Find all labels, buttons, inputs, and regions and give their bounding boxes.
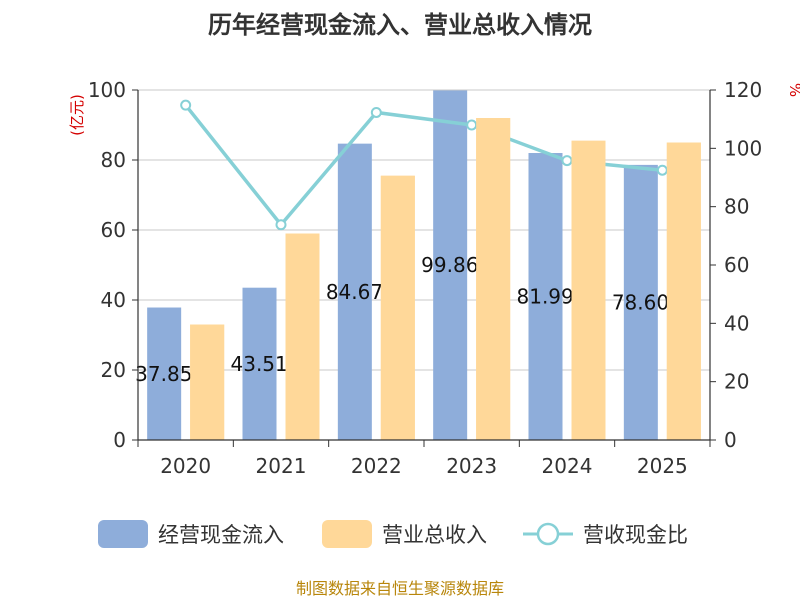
legend-swatch (98, 520, 148, 548)
right-tick-label: 80 (724, 195, 749, 219)
bar-cash-inflow (528, 153, 563, 440)
ratio-point (466, 119, 478, 131)
legend-label: 经营现金流入 (158, 523, 284, 547)
bar-revenue-overlay (476, 118, 511, 440)
ratio-point (561, 155, 573, 167)
legend-swatch (322, 520, 372, 548)
legend-label: 营收现金比 (583, 523, 688, 547)
ratio-point (275, 219, 287, 231)
left-tick-label: 40 (101, 288, 126, 312)
bar-revenue-overlay (285, 233, 320, 440)
bar-revenue-overlay (666, 142, 701, 440)
left-tick-label: 100 (88, 78, 126, 102)
right-tick-label: 0 (724, 428, 737, 452)
bar-revenue-overlay (190, 324, 225, 440)
bar-cash-inflow (337, 143, 372, 440)
bar-cash-inflow (433, 90, 468, 440)
legend-label: 营业总收入 (382, 523, 487, 547)
bar-revenue-overlay (571, 140, 606, 440)
x-tick-label: 2024 (542, 454, 593, 478)
x-tick-label: 2025 (637, 454, 688, 478)
legend-marker (536, 522, 560, 546)
x-tick-label: 2022 (351, 454, 402, 478)
bar-cash-inflow (147, 307, 182, 440)
left-tick-label: 0 (113, 428, 126, 452)
x-tick-label: 2020 (160, 454, 211, 478)
left-tick-label: 60 (101, 218, 126, 242)
bar-cash-inflow (623, 164, 658, 441)
right-axis-unit: % (786, 83, 800, 97)
left-tick-label: 80 (101, 148, 126, 172)
left-axis-unit: (亿元) (68, 94, 86, 136)
x-tick-label: 2023 (446, 454, 497, 478)
chart-title: 历年经营现金流入、营业总收入情况 (208, 11, 592, 39)
ratio-point (370, 106, 382, 118)
right-tick-label: 40 (724, 311, 749, 335)
right-tick-label: 60 (724, 253, 749, 277)
gridlines (138, 89, 710, 371)
bar-cash-inflow (242, 287, 277, 440)
right-tick-label: 100 (724, 136, 762, 160)
bar-revenue-overlay (380, 175, 415, 440)
x-tick-label: 2021 (256, 454, 307, 478)
right-tick-label: 120 (724, 78, 762, 102)
legend: 经营现金流入 营业总收入 营收现金比 (98, 520, 688, 548)
left-tick-label: 20 (101, 358, 126, 382)
ratio-point (180, 99, 192, 111)
source-note: 制图数据来自恒生聚源数据库 (296, 579, 504, 598)
axes: 0 20 40 60 80 100 0 20 40 60 80 100 120 2020 2021 2022 2… (88, 78, 762, 478)
ratio-point (656, 164, 668, 176)
right-tick-label: 20 (724, 370, 749, 394)
